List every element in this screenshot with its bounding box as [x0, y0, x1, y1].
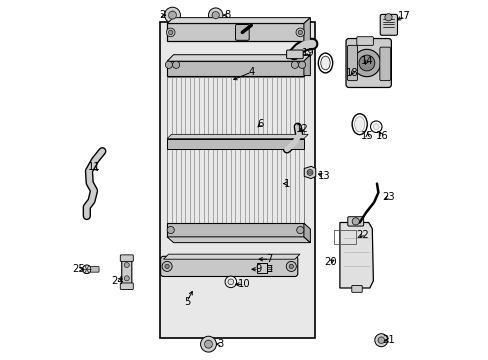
Circle shape [165, 61, 172, 68]
Circle shape [306, 170, 312, 175]
Polygon shape [303, 223, 310, 243]
FancyBboxPatch shape [347, 217, 363, 226]
Text: 11: 11 [87, 162, 100, 172]
Text: 22: 22 [355, 230, 368, 240]
Circle shape [377, 337, 384, 343]
Text: 25: 25 [72, 264, 85, 274]
Circle shape [374, 334, 387, 347]
Circle shape [124, 262, 129, 267]
Circle shape [124, 276, 129, 281]
Circle shape [204, 340, 212, 348]
FancyBboxPatch shape [122, 257, 132, 287]
Circle shape [208, 8, 223, 22]
FancyBboxPatch shape [380, 14, 397, 35]
Text: 13: 13 [317, 171, 329, 181]
Bar [167, 223, 303, 237]
FancyBboxPatch shape [346, 39, 390, 87]
Polygon shape [303, 18, 310, 41]
Circle shape [227, 279, 233, 285]
Text: 17: 17 [398, 11, 410, 21]
Circle shape [308, 171, 311, 174]
FancyBboxPatch shape [347, 45, 357, 81]
Text: 21: 21 [381, 335, 394, 345]
Circle shape [298, 30, 302, 35]
Text: 1: 1 [283, 179, 289, 189]
Text: 3: 3 [217, 339, 223, 349]
Text: 10: 10 [238, 279, 250, 289]
Text: 2: 2 [159, 10, 165, 20]
Text: 20: 20 [323, 257, 336, 267]
Polygon shape [303, 55, 310, 76]
Text: 18: 18 [346, 68, 358, 78]
Circle shape [167, 226, 174, 234]
Circle shape [351, 218, 359, 225]
Bar [160, 22, 314, 338]
FancyBboxPatch shape [356, 37, 373, 45]
Circle shape [373, 124, 378, 130]
Circle shape [164, 7, 180, 23]
Bar [167, 77, 303, 223]
Polygon shape [167, 237, 310, 243]
Circle shape [285, 261, 296, 271]
Circle shape [200, 336, 216, 352]
Text: 5: 5 [183, 297, 190, 307]
Circle shape [288, 264, 293, 269]
Circle shape [168, 30, 172, 35]
Text: 8: 8 [224, 10, 230, 20]
FancyBboxPatch shape [235, 24, 249, 40]
Circle shape [296, 226, 303, 234]
Circle shape [352, 49, 380, 77]
Circle shape [82, 265, 91, 274]
Bar [167, 139, 303, 149]
Circle shape [166, 28, 175, 37]
FancyBboxPatch shape [351, 285, 362, 292]
Polygon shape [167, 134, 307, 139]
FancyBboxPatch shape [286, 50, 303, 59]
Text: 14: 14 [360, 56, 372, 66]
Polygon shape [167, 55, 310, 61]
Text: 24: 24 [111, 276, 124, 286]
Text: 7: 7 [266, 254, 272, 264]
Circle shape [172, 61, 179, 68]
Ellipse shape [354, 117, 364, 132]
Ellipse shape [320, 56, 329, 70]
Circle shape [164, 264, 169, 269]
Circle shape [224, 276, 236, 288]
Text: 6: 6 [257, 119, 264, 129]
Circle shape [291, 61, 298, 68]
Circle shape [212, 12, 219, 19]
FancyBboxPatch shape [379, 47, 390, 81]
Text: 16: 16 [375, 131, 387, 141]
Polygon shape [167, 18, 310, 23]
Text: 15: 15 [361, 131, 373, 141]
Circle shape [168, 11, 176, 19]
Bar [167, 61, 303, 76]
Polygon shape [163, 254, 299, 259]
FancyBboxPatch shape [120, 255, 133, 261]
Circle shape [295, 28, 304, 37]
FancyBboxPatch shape [90, 266, 99, 272]
Polygon shape [304, 166, 315, 179]
Text: 12: 12 [295, 124, 308, 134]
Bar [167, 23, 303, 41]
Circle shape [384, 14, 391, 21]
Bar [257, 263, 266, 273]
Text: 9: 9 [255, 264, 262, 274]
FancyBboxPatch shape [160, 256, 297, 276]
Text: 4: 4 [248, 67, 254, 77]
Bar [266, 265, 271, 271]
Bar [333, 230, 355, 244]
Text: 23: 23 [382, 192, 394, 202]
FancyBboxPatch shape [120, 283, 133, 289]
Polygon shape [339, 222, 373, 288]
Circle shape [358, 55, 374, 71]
Circle shape [298, 61, 305, 68]
Circle shape [162, 261, 172, 271]
Text: 19: 19 [302, 48, 314, 58]
